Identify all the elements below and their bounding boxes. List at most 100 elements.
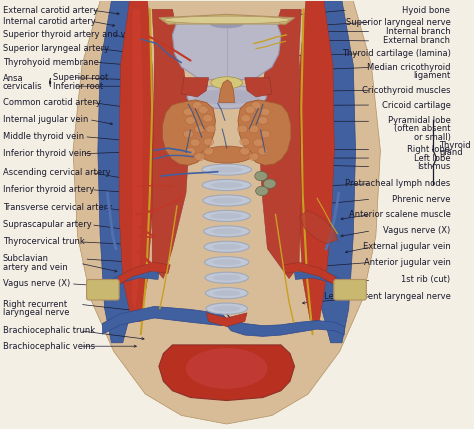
Text: gland: gland: [439, 148, 463, 157]
Ellipse shape: [186, 348, 267, 389]
Text: Internal branch: Internal branch: [386, 27, 450, 36]
Ellipse shape: [192, 102, 202, 109]
Text: Thyrohyoid membrane: Thyrohyoid membrane: [3, 58, 99, 67]
Polygon shape: [294, 270, 350, 290]
Text: Ascending cervical artery: Ascending cervical artery: [3, 168, 110, 177]
Text: Vagus nerve (X): Vagus nerve (X): [383, 226, 450, 235]
Ellipse shape: [204, 241, 249, 252]
Text: Ansa: Ansa: [3, 74, 24, 83]
Text: Suprascapular artery: Suprascapular artery: [3, 220, 91, 229]
Text: Superior root: Superior root: [53, 73, 108, 82]
Text: 1st rib (cut): 1st rib (cut): [401, 275, 450, 284]
Polygon shape: [182, 78, 209, 97]
Text: artery and vein: artery and vein: [3, 263, 68, 272]
Ellipse shape: [251, 102, 261, 109]
Ellipse shape: [241, 115, 251, 122]
Polygon shape: [159, 345, 294, 401]
Ellipse shape: [205, 272, 248, 283]
Text: Superior thyroid artery and vein: Superior thyroid artery and vein: [3, 30, 138, 39]
Ellipse shape: [190, 139, 200, 147]
Ellipse shape: [211, 182, 243, 188]
Ellipse shape: [201, 146, 253, 163]
Ellipse shape: [206, 303, 247, 314]
Polygon shape: [219, 80, 235, 103]
Ellipse shape: [185, 117, 195, 124]
FancyBboxPatch shape: [334, 280, 366, 300]
Ellipse shape: [210, 166, 243, 172]
Ellipse shape: [183, 108, 193, 116]
Text: Superior laryngeal artery: Superior laryngeal artery: [3, 44, 109, 53]
Ellipse shape: [249, 125, 259, 133]
Text: External carotid artery: External carotid artery: [3, 6, 98, 15]
Text: ligament: ligament: [413, 72, 450, 81]
Ellipse shape: [164, 16, 290, 24]
Ellipse shape: [194, 89, 259, 104]
Ellipse shape: [258, 148, 268, 155]
Ellipse shape: [202, 164, 252, 175]
Text: Subclavian: Subclavian: [3, 254, 49, 263]
Ellipse shape: [203, 195, 251, 206]
Ellipse shape: [255, 171, 267, 181]
Text: Inferior thyroid veins: Inferior thyroid veins: [3, 149, 91, 158]
Polygon shape: [312, 1, 356, 343]
Polygon shape: [152, 9, 191, 279]
Ellipse shape: [198, 106, 208, 114]
Polygon shape: [118, 263, 170, 285]
Ellipse shape: [204, 148, 214, 155]
Text: Thyroid: Thyroid: [439, 141, 471, 150]
Text: or small): or small): [414, 133, 450, 142]
Ellipse shape: [206, 125, 216, 133]
Ellipse shape: [183, 130, 193, 138]
Ellipse shape: [205, 257, 249, 268]
Text: cervicalis: cervicalis: [3, 82, 43, 91]
Polygon shape: [206, 313, 247, 326]
Ellipse shape: [187, 85, 266, 109]
Ellipse shape: [213, 305, 240, 311]
Polygon shape: [245, 78, 272, 97]
Polygon shape: [173, 18, 281, 80]
Text: Pyramidal lobe: Pyramidal lobe: [388, 116, 450, 125]
Ellipse shape: [264, 179, 276, 188]
Text: Cricothyroid muscles: Cricothyroid muscles: [362, 86, 450, 95]
Ellipse shape: [203, 115, 213, 122]
Text: Median cricothyroid: Median cricothyroid: [367, 63, 450, 72]
Polygon shape: [283, 263, 335, 285]
Ellipse shape: [240, 138, 250, 146]
Text: (often absent: (often absent: [394, 124, 450, 133]
Text: External branch: External branch: [383, 36, 450, 45]
Ellipse shape: [204, 226, 250, 237]
Ellipse shape: [185, 148, 195, 155]
Ellipse shape: [211, 197, 242, 203]
Polygon shape: [73, 1, 380, 424]
Text: Hyoid bone: Hyoid bone: [402, 6, 450, 15]
Polygon shape: [119, 1, 155, 321]
Polygon shape: [227, 314, 344, 336]
Text: Transverse cervical artery: Transverse cervical artery: [3, 203, 112, 212]
Ellipse shape: [254, 139, 264, 147]
Ellipse shape: [213, 275, 241, 281]
Text: Internal carotid artery: Internal carotid artery: [3, 17, 96, 26]
Ellipse shape: [202, 179, 251, 190]
Polygon shape: [299, 210, 337, 244]
Text: Thyrocervical trunk: Thyrocervical trunk: [3, 237, 85, 246]
Text: Internal jugular vein: Internal jugular vein: [3, 115, 88, 124]
Polygon shape: [159, 15, 294, 24]
Text: Brachiocephalic veins: Brachiocephalic veins: [3, 342, 95, 350]
Text: Isthmus: Isthmus: [417, 162, 450, 171]
Text: Middle thyroid vein: Middle thyroid vein: [3, 132, 84, 141]
Text: laryngeal nerve: laryngeal nerve: [3, 308, 70, 317]
Text: Anterior scalene muscle: Anterior scalene muscle: [348, 210, 450, 219]
Text: Superior laryngeal nerve: Superior laryngeal nerve: [346, 18, 450, 27]
Polygon shape: [258, 9, 301, 279]
Polygon shape: [238, 100, 291, 165]
Text: Left lobe: Left lobe: [414, 154, 450, 163]
Text: Vagus nerve (X): Vagus nerve (X): [3, 279, 70, 288]
Text: Common carotid artery: Common carotid artery: [3, 98, 101, 107]
Text: Right lobe: Right lobe: [408, 145, 450, 154]
Ellipse shape: [213, 290, 240, 296]
Text: External jugular vein: External jugular vein: [363, 242, 450, 251]
Polygon shape: [298, 1, 334, 321]
Ellipse shape: [212, 259, 241, 265]
Ellipse shape: [195, 125, 205, 133]
Ellipse shape: [211, 213, 242, 219]
